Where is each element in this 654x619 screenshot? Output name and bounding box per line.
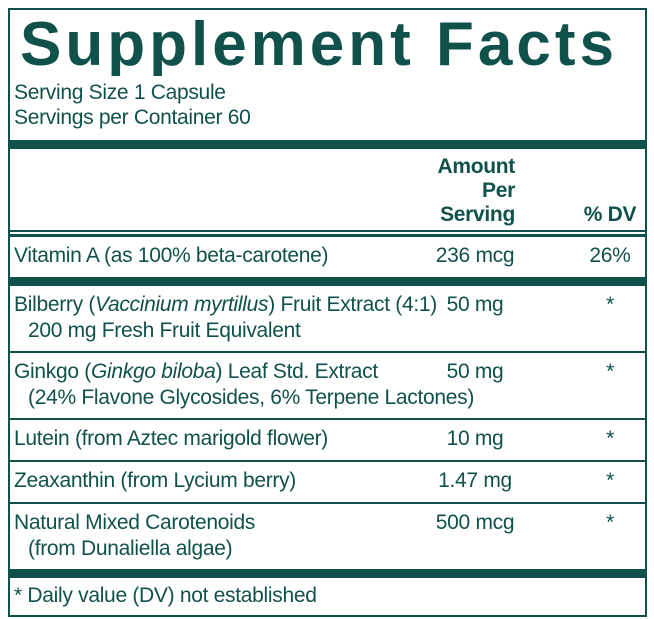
ingredient-name-cell: Bilberry (Vaccinium myrtillus) Fruit Ext… (14, 292, 437, 343)
ingredient-name-latin: Vaccinium myrtillus (95, 293, 269, 316)
table-row: Ginkgo (Ginkgo biloba) Leaf Std. Extract… (10, 353, 645, 418)
row-divider (10, 502, 645, 504)
row-divider (10, 460, 645, 462)
table-row: Natural Mixed Carotenoids (from Dunaliell… (10, 504, 645, 569)
ingredient-name-cell: Zeaxanthin (from Lycium berry) (14, 468, 411, 494)
ingredient-name: Ginkgo (Ginkgo biloba) Leaf Std. Extract (14, 360, 378, 383)
ingredient-name: Lutein (from Aztec marigold flower) (14, 427, 328, 450)
percent-dv-header: % DV (583, 203, 637, 226)
ingredient-name-text: Ginkgo ( (14, 360, 91, 383)
header-rule-thick (10, 234, 645, 237)
ingredient-name-text: Bilberry ( (14, 293, 96, 316)
dv-cell: * (606, 427, 614, 450)
amount-cell: 236 mcg (435, 244, 515, 267)
row-divider (10, 351, 645, 353)
row-divider (10, 277, 645, 286)
row-divider (10, 418, 645, 420)
table-row: Vitamin A (as 100% beta-carotene) 236 mcg… (10, 237, 645, 277)
ingredient-name-latin: Ginkgo biloba (90, 360, 216, 383)
table-row: Zeaxanthin (from Lycium berry) 1.47 mg * (10, 462, 645, 502)
divider-thick-top (10, 140, 645, 149)
ingredient-name-text: Zeaxanthin (from Lycium berry) (14, 469, 296, 492)
ingredient-name: Natural Mixed Carotenoids (14, 511, 255, 534)
ingredient-name-text: ) Leaf Std. Extract (215, 360, 379, 383)
dv-cell: 26% (589, 244, 631, 267)
header-rule-thin (10, 230, 645, 232)
serving-size: Serving Size 1 Capsule (14, 81, 226, 104)
amount-cell: 500 mcg (435, 511, 515, 534)
header-rule-gap (10, 232, 645, 234)
ingredient-name-cell: Natural Mixed Carotenoids (from Dunaliell… (14, 510, 411, 561)
dv-cell: * (606, 511, 614, 534)
dv-footnote: * Daily value (DV) not established (14, 584, 317, 607)
amount-cell: 50 mg (446, 293, 504, 316)
dv-cell: * (606, 293, 614, 316)
table-row: Lutein (from Aztec marigold flower) 10 mg… (10, 420, 645, 460)
servings-per-container: Servings per Container 60 (14, 106, 251, 129)
dv-cell: * (606, 360, 614, 383)
ingredient-name-text: Lutein (from Aztec marigold flower) (14, 427, 328, 450)
ingredient-name: Zeaxanthin (from Lycium berry) (14, 469, 296, 492)
ingredient-name-text: ) Fruit Extract (4:1) (268, 293, 437, 316)
ingredient-subtext: (24% Flavone Glycosides, 6% Terpene Lact… (28, 386, 475, 409)
header-double-rule (10, 230, 645, 237)
supplement-facts-panel: Supplement Facts Serving Size 1 Capsule … (8, 8, 647, 617)
ingredient-name-text: Natural Mixed Carotenoids (14, 511, 256, 534)
amount-cell: 1.47 mg (438, 469, 512, 492)
ingredient-name-text: Vitamin A (as 100% beta-carotene) (14, 244, 329, 267)
table-row: Bilberry (Vaccinium myrtillus) Fruit Ext… (10, 286, 645, 351)
ingredient-name-cell: Lutein (from Aztec marigold flower) (14, 426, 411, 452)
amount-per-serving-header: Amount Per Serving (437, 155, 515, 226)
amount-cell: 50 mg (446, 360, 504, 383)
page-title: Supplement Facts (20, 10, 618, 76)
ingredient-name-cell: Ginkgo (Ginkgo biloba) Leaf Std. Extract… (14, 359, 475, 410)
serving-info: Serving Size 1 Capsule Servings per Cont… (10, 76, 645, 130)
ingredient-name: Bilberry (Vaccinium myrtillus) Fruit Ext… (14, 293, 437, 316)
ingredient-name: Vitamin A (as 100% beta-carotene) (14, 244, 329, 267)
ingredient-rows: Vitamin A (as 100% beta-carotene) 236 mcg… (10, 237, 645, 578)
dv-cell: * (606, 469, 614, 492)
amount-cell: 10 mg (446, 427, 504, 450)
row-divider (10, 569, 645, 578)
table-header-row: Amount Per Serving % DV (10, 149, 645, 230)
ingredient-subtext: 200 mg Fresh Fruit Equivalent (28, 319, 301, 342)
ingredient-name-cell: Vitamin A (as 100% beta-carotene) (14, 243, 411, 269)
ingredient-subtext: (from Dunaliella algae) (28, 537, 233, 560)
